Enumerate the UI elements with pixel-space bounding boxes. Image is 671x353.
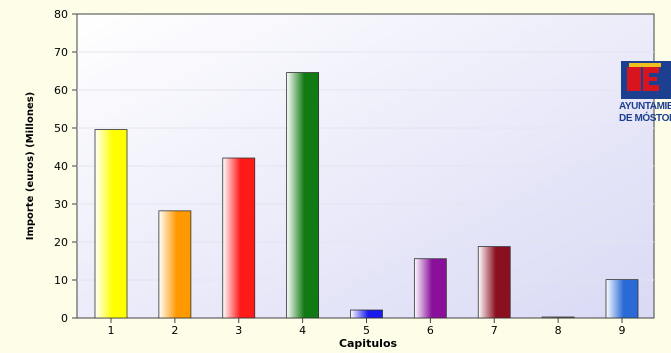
bar-6	[413, 258, 447, 319]
x-axis: 1 2 3 4 5 6 7 8 9	[108, 318, 626, 337]
y-tick-label: 40	[54, 160, 68, 173]
logo-text-line1: AYUNTAMIENTO	[619, 101, 671, 112]
x-tick-label: 9	[619, 324, 626, 337]
y-tick-label: 20	[54, 236, 68, 249]
bars	[94, 72, 639, 319]
bar-7	[477, 246, 511, 319]
y-tick-label: 60	[54, 84, 68, 97]
bar-2	[158, 210, 192, 319]
coat-of-arms-icon	[621, 61, 671, 99]
bar-5	[350, 309, 383, 319]
bar-8	[541, 316, 575, 319]
bar-3	[222, 157, 256, 319]
x-tick-label: 4	[299, 324, 306, 337]
bar-1	[94, 129, 128, 319]
bar-9	[605, 279, 639, 319]
logo-text-line2: DE MÓSTOLES	[619, 113, 671, 124]
x-tick-label: 2	[171, 324, 178, 337]
x-tick-label: 7	[491, 324, 498, 337]
x-tick-label: 1	[108, 324, 115, 337]
x-tick-label: 5	[363, 324, 370, 337]
bar-4	[286, 72, 320, 319]
logo: AYUNTAMIENTO DE MÓSTOLES	[619, 59, 671, 129]
x-axis-title: Capitulos	[339, 337, 398, 350]
y-axis: 0 10 20 30 40 50 60 70 80	[54, 8, 77, 325]
y-tick-label: 10	[54, 274, 68, 287]
y-axis-title: Importe (euros) (Millones)	[25, 92, 36, 241]
x-tick-label: 6	[427, 324, 434, 337]
x-tick-label: 8	[555, 324, 562, 337]
y-tick-label: 50	[54, 122, 68, 135]
x-tick-label: 3	[235, 324, 242, 337]
y-tick-label: 30	[54, 198, 68, 211]
y-tick-label: 70	[54, 46, 68, 59]
y-tick-label: 0	[61, 312, 68, 325]
y-tick-label: 80	[54, 8, 68, 21]
